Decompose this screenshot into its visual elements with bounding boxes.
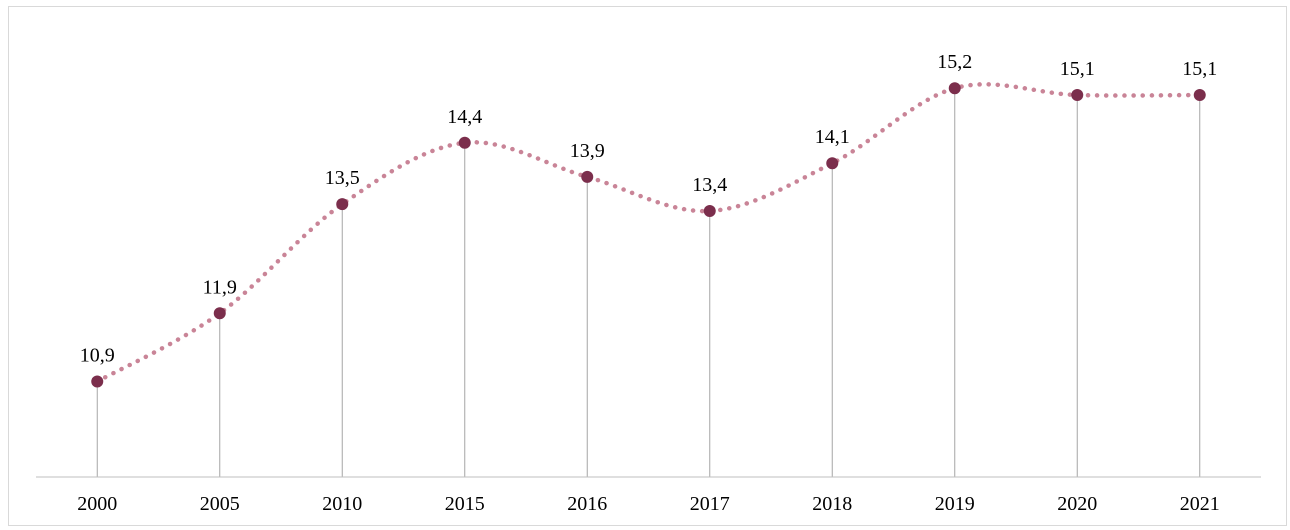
x-tick-label-2000: 2000 [77, 493, 117, 515]
data-point-2020 [1071, 89, 1084, 102]
data-label-2015: 14,4 [447, 106, 482, 128]
series-line [95, 82, 1202, 384]
x-tick-labels: 2000 2005 2010 2015 2016 2017 2018 2019 2020 2021 [77, 493, 1220, 515]
data-label-2018: 14,1 [815, 126, 850, 148]
data-label-2017: 13,4 [692, 174, 727, 196]
data-point-2018 [826, 157, 839, 170]
x-tick-label-2019: 2019 [935, 493, 975, 515]
data-label-2000: 10,9 [80, 345, 115, 367]
drop-lines [96, 88, 1201, 477]
x-tick-label-2010: 2010 [322, 493, 362, 515]
data-point-2015 [458, 136, 471, 149]
data-point-2010 [336, 198, 349, 211]
data-label-2005: 11,9 [203, 276, 237, 298]
data-label-2021: 15,1 [1182, 58, 1217, 80]
data-point-2017 [703, 204, 716, 217]
x-tick-label-2021: 2021 [1180, 493, 1220, 515]
x-tick-label-2017: 2017 [690, 493, 730, 515]
data-point-2019 [948, 82, 961, 95]
x-tick-label-2016: 2016 [567, 493, 607, 515]
x-tick-label-2015: 2015 [445, 493, 485, 515]
x-tick-label-2018: 2018 [812, 493, 852, 515]
data-labels: 10,9 11,9 13,5 14,4 13,9 13,4 14,1 15,2 15,1 15,1 [80, 51, 1218, 366]
data-label-2010: 13,5 [325, 167, 360, 189]
data-label-2016: 13,9 [570, 140, 605, 162]
data-point-2016 [581, 170, 594, 183]
data-point-2000 [91, 375, 104, 388]
x-tick-label-2020: 2020 [1057, 493, 1097, 515]
data-markers [91, 82, 1206, 388]
data-point-2005 [213, 307, 226, 320]
data-label-2019: 15,2 [937, 51, 972, 73]
x-tick-label-2005: 2005 [200, 493, 240, 515]
data-label-2020: 15,1 [1060, 58, 1095, 80]
data-point-2021 [1193, 89, 1206, 102]
